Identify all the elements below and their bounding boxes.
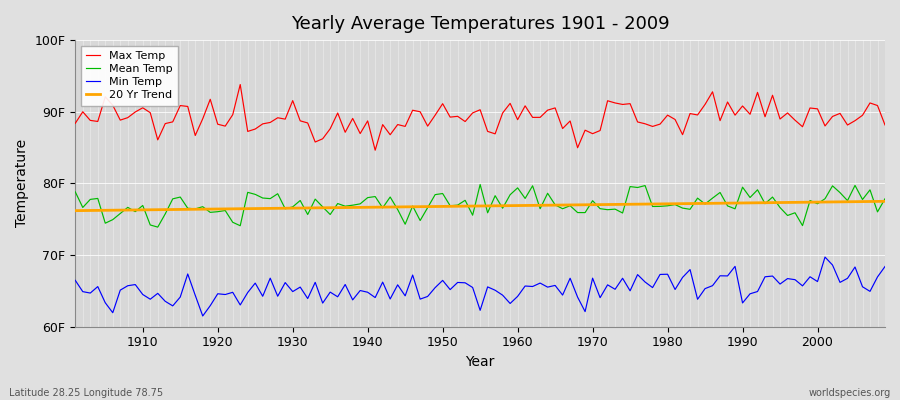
Mean Temp xyxy=(617,211,628,216)
20 Yr Trend xyxy=(512,203,523,208)
Title: Yearly Average Temperatures 1901 - 2009: Yearly Average Temperatures 1901 - 2009 xyxy=(291,15,670,33)
Min Temp xyxy=(302,296,313,301)
Line: Min Temp: Min Temp xyxy=(76,257,885,316)
Min Temp xyxy=(879,264,890,269)
Max Temp xyxy=(302,120,313,125)
20 Yr Trend xyxy=(295,206,306,210)
Mean Temp xyxy=(347,203,358,208)
Mean Temp xyxy=(130,209,140,214)
Min Temp xyxy=(609,287,620,292)
Mean Temp xyxy=(519,196,530,201)
Mean Temp xyxy=(474,182,485,187)
X-axis label: Year: Year xyxy=(465,355,495,369)
Max Temp xyxy=(347,116,358,121)
Text: worldspecies.org: worldspecies.org xyxy=(809,388,891,398)
Max Temp xyxy=(235,82,246,87)
Min Temp xyxy=(197,314,208,318)
Max Temp xyxy=(130,110,140,114)
Max Temp xyxy=(527,115,538,120)
Min Temp xyxy=(519,284,530,288)
Legend: Max Temp, Mean Temp, Min Temp, 20 Yr Trend: Max Temp, Mean Temp, Min Temp, 20 Yr Tre… xyxy=(81,46,178,106)
Mean Temp xyxy=(70,190,81,194)
20 Yr Trend xyxy=(340,205,351,210)
Min Temp xyxy=(70,278,81,283)
Max Temp xyxy=(617,102,628,107)
Y-axis label: Temperature: Temperature xyxy=(15,139,29,228)
Max Temp xyxy=(879,122,890,127)
Mean Temp xyxy=(879,196,890,201)
20 Yr Trend xyxy=(70,208,81,213)
Text: Latitude 28.25 Longitude 78.75: Latitude 28.25 Longitude 78.75 xyxy=(9,388,163,398)
Line: 20 Yr Trend: 20 Yr Trend xyxy=(76,201,885,211)
20 Yr Trend xyxy=(879,199,890,204)
Line: Mean Temp: Mean Temp xyxy=(76,184,885,227)
Line: Max Temp: Max Temp xyxy=(76,84,885,150)
Mean Temp xyxy=(152,225,163,230)
Max Temp xyxy=(70,121,81,126)
20 Yr Trend xyxy=(602,202,613,207)
Min Temp xyxy=(820,255,831,260)
Max Temp xyxy=(519,104,530,108)
Min Temp xyxy=(130,282,140,287)
Max Temp xyxy=(370,148,381,153)
Min Temp xyxy=(512,294,523,299)
Mean Temp xyxy=(527,183,538,188)
20 Yr Trend xyxy=(130,208,140,212)
Min Temp xyxy=(347,298,358,302)
20 Yr Trend xyxy=(505,203,516,208)
Mean Temp xyxy=(302,212,313,217)
